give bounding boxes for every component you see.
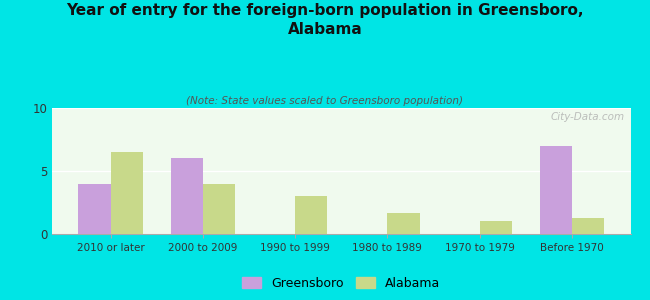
Bar (480, 221, 512, 234)
Legend: Greensboro, Alabama: Greensboro, Alabama (239, 273, 444, 293)
Text: Year of entry for the foreign-born population in Greensboro,
Alabama: Year of entry for the foreign-born popul… (66, 3, 584, 37)
Bar (387, 213, 420, 234)
Bar (78, 184, 111, 234)
Text: (Note: State values scaled to Greensboro population): (Note: State values scaled to Greensboro… (187, 96, 463, 106)
Text: City-Data.com: City-Data.com (551, 112, 625, 122)
Bar (572, 218, 604, 234)
Bar (540, 146, 572, 234)
Bar (295, 196, 328, 234)
Bar (203, 184, 235, 234)
Bar (170, 158, 203, 234)
Bar (111, 152, 143, 234)
